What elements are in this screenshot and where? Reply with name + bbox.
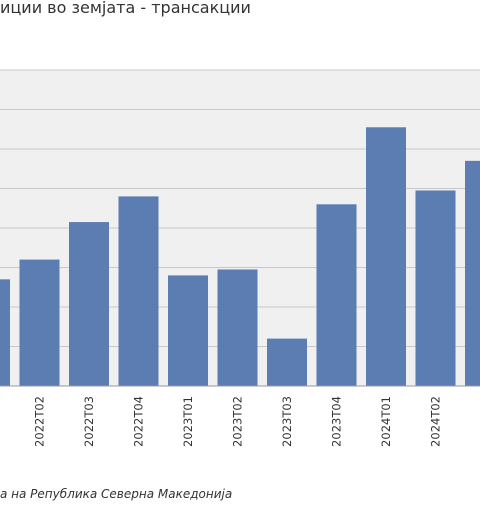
bar	[217, 269, 258, 386]
bar	[168, 275, 208, 386]
x-tick-label: 2023Т02	[231, 396, 245, 447]
bar	[465, 160, 480, 386]
bar	[267, 338, 307, 386]
bar	[415, 190, 456, 386]
bar-chart: 2022Т02 2022Т03 2022Т04 2023Т01 2023Т02 2023Т…	[0, 69, 480, 447]
bar	[19, 259, 60, 386]
bar	[366, 127, 406, 387]
x-tick-label: 2024Т02	[429, 396, 443, 447]
x-tick-labels: 2022Т02 2022Т03 2022Т04 2023Т01 2023Т02 2023Т…	[33, 396, 443, 447]
x-tick-label: 2022Т03	[82, 396, 96, 447]
x-tick-label: 2023Т04	[330, 396, 344, 447]
source-note: а на Република Северна Македонија	[0, 487, 233, 501]
bar-series	[0, 127, 480, 387]
x-tick-label: 2024Т01	[379, 396, 393, 447]
x-tick-label: 2022Т04	[132, 396, 146, 447]
bar	[0, 279, 10, 386]
bar	[118, 196, 159, 386]
x-tick-label: 2023Т03	[280, 396, 294, 447]
x-tick-label: 2023Т01	[181, 396, 195, 447]
chart-title: иции во земјата - трансакции	[0, 0, 251, 17]
bar	[69, 222, 109, 386]
x-tick-label: 2022Т02	[33, 396, 47, 447]
bar	[316, 204, 357, 386]
